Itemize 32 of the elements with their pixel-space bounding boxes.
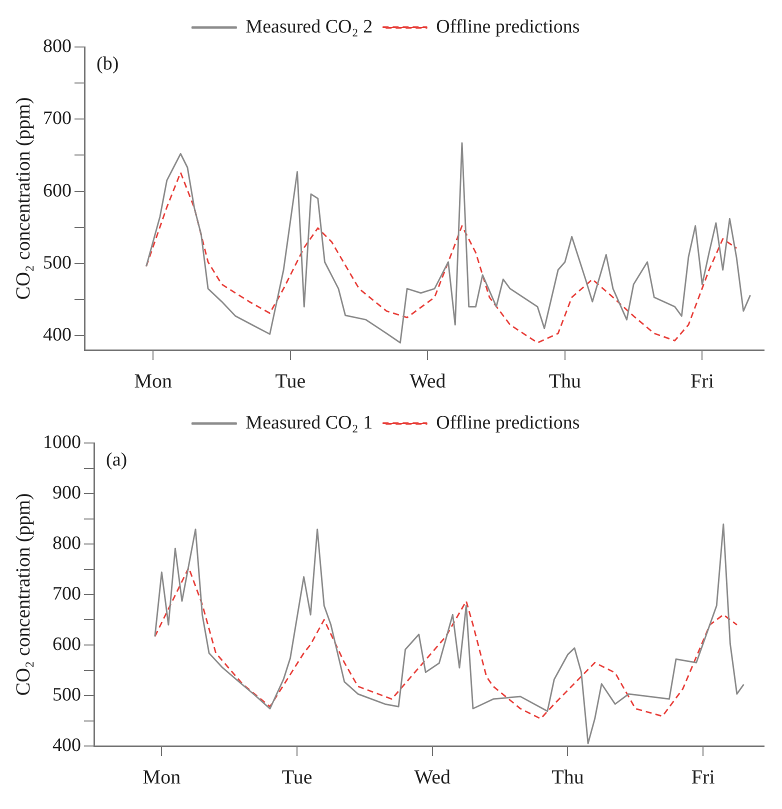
y-tick-label: 400 xyxy=(52,734,81,756)
annotation: (b) xyxy=(96,53,119,74)
x-tick-label: Tue xyxy=(282,766,312,788)
y-axis-title: CO₂ concentration (ppm) xyxy=(12,97,34,300)
y-tick-label: 900 xyxy=(52,482,81,504)
x-tick-label: Thu xyxy=(552,766,584,788)
annotation: (a) xyxy=(106,449,128,470)
legend-label: Measured CO₂ 2 xyxy=(246,16,373,38)
x-tick-label: Fri xyxy=(691,766,716,788)
y-tick-label: 600 xyxy=(43,180,72,202)
y-axis-title: CO₂ concentration (ppm) xyxy=(12,493,34,696)
y-tick-label: 500 xyxy=(52,684,81,706)
x-tick-label: Tue xyxy=(275,370,306,392)
y-tick-label: 800 xyxy=(52,532,81,554)
x-tick-label: Thu xyxy=(548,370,582,392)
y-tick-label: 700 xyxy=(52,583,81,604)
y-tick-label: 700 xyxy=(43,108,72,130)
x-tick-label: Mon xyxy=(142,766,181,788)
legend-label: Measured CO₂ 1 xyxy=(246,412,373,434)
legend-label: Offline predictions xyxy=(436,16,580,38)
legend-label: Offline predictions xyxy=(436,412,580,434)
y-tick-label: 800 xyxy=(43,36,72,57)
y-tick-label: 400 xyxy=(43,324,72,346)
line-series xyxy=(154,566,738,720)
y-tick-label: 500 xyxy=(43,252,72,274)
x-tick-label: Wed xyxy=(414,766,450,788)
y-tick-label: 600 xyxy=(52,634,81,655)
y-tick-label: 1000 xyxy=(43,432,81,453)
x-tick-label: Mon xyxy=(134,370,172,392)
x-tick-label: Fri xyxy=(690,370,714,392)
line-series xyxy=(146,172,738,344)
x-tick-label: Wed xyxy=(410,370,446,392)
